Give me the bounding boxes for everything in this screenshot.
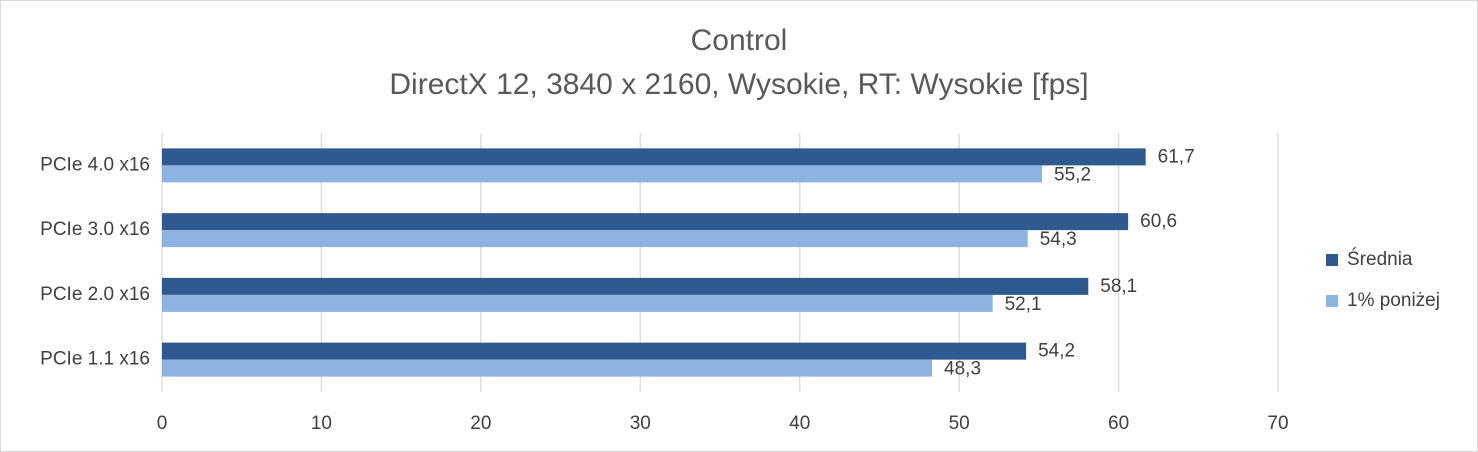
y-tick-label: PCIe 2.0 x16 (40, 284, 150, 305)
bar (162, 342, 1027, 360)
data-label: 54,3 (1040, 229, 1077, 250)
bar (162, 213, 1129, 231)
x-tick-label: 20 (470, 413, 491, 434)
x-tick-label: 0 (157, 413, 168, 434)
bar (162, 277, 1089, 295)
data-label: 48,3 (944, 359, 981, 380)
bar (162, 294, 993, 312)
legend-swatch (1326, 295, 1338, 307)
bar (162, 165, 1043, 183)
y-tick-label: PCIe 4.0 x16 (40, 154, 150, 175)
x-tick-label: 40 (789, 413, 810, 434)
data-label: 54,2 (1038, 341, 1075, 362)
legend-label: Średnia (1347, 248, 1413, 270)
legend-swatch (1326, 254, 1338, 266)
data-label: 58,1 (1100, 276, 1137, 297)
y-tick-label: PCIe 3.0 x16 (40, 219, 150, 240)
y-tick-label: PCIe 1.1 x16 (40, 349, 150, 370)
legend-label: 1% poniżej (1347, 290, 1440, 311)
x-tick-label: 30 (630, 413, 651, 434)
bar (162, 359, 933, 377)
chart-subtitle: DirectX 12, 3840 x 2160, Wysokie, RT: Wy… (389, 68, 1088, 101)
data-label: 52,1 (1005, 294, 1042, 315)
x-tick-label: 10 (311, 413, 332, 434)
x-tick-label: 50 (949, 413, 970, 434)
chart-title: Control (691, 24, 788, 57)
bar (162, 230, 1028, 248)
bar (162, 148, 1146, 166)
data-label: 55,2 (1054, 164, 1091, 185)
x-tick-label: 60 (1108, 413, 1129, 434)
data-label: 61,7 (1158, 146, 1195, 167)
data-label: 60,6 (1140, 211, 1177, 232)
x-tick-label: 70 (1267, 413, 1288, 434)
